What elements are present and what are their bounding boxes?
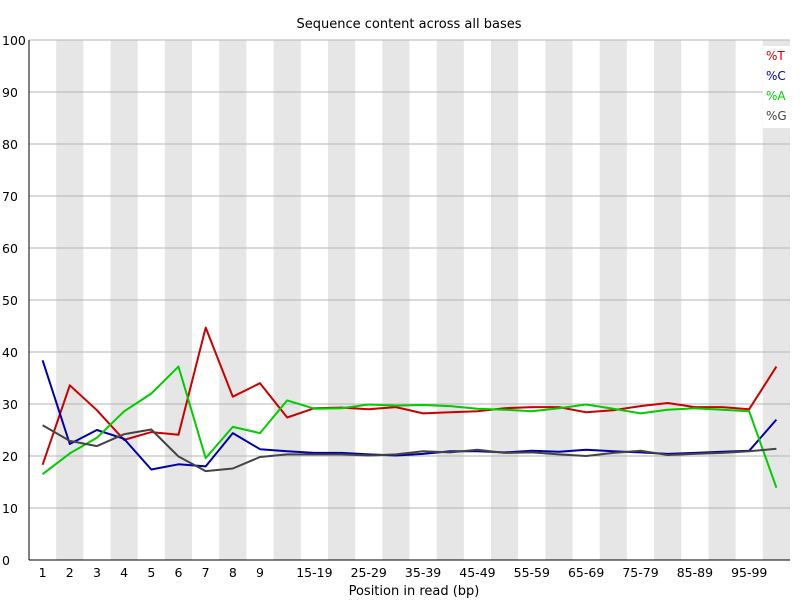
x-tick-label: 4: [120, 565, 128, 580]
y-tick-label: 80: [2, 137, 18, 152]
legend-entry: %T: [766, 49, 785, 63]
x-tick-label: 6: [175, 565, 183, 580]
x-tick-label: 85-89: [677, 565, 713, 580]
y-tick-label: 0: [2, 553, 10, 568]
series-line-t: [41, 326, 778, 466]
y-tick-label: 10: [2, 501, 18, 516]
x-tick-label: 3: [93, 565, 101, 580]
y-tick-label: 40: [2, 345, 18, 360]
x-tick-label: 2: [66, 565, 74, 580]
legend: %T %C %A %G: [763, 46, 790, 128]
x-tick-label: 55-59: [514, 565, 550, 580]
x-tick-label: 8: [229, 565, 237, 580]
y-tick-labels: 0 10 20 30 40 50 60 70 80 90 100: [2, 33, 26, 568]
x-tick-label: 35-39: [405, 565, 441, 580]
y-tick-label: 20: [2, 449, 18, 464]
series-lines: [41, 326, 778, 489]
x-tick-labels: 1 2 3 4 5 6 7 8 9 15-19 25-29 35-39 45-49 55-59 65-69 7…: [39, 565, 768, 580]
y-tick-label: 50: [2, 293, 18, 308]
series-line-a: [41, 365, 778, 489]
legend-entry: %C: [766, 69, 786, 83]
x-tick-label: 7: [202, 565, 210, 580]
y-tick-label: 70: [2, 189, 18, 204]
legend-entry: %G: [766, 109, 787, 123]
y-tick-label: 60: [2, 241, 18, 256]
y-tick-label: 100: [2, 33, 26, 48]
legend-entry: %A: [766, 89, 786, 103]
y-tick-label: 90: [2, 85, 18, 100]
x-tick-label: 95-99: [731, 565, 767, 580]
x-tick-label: 45-49: [459, 565, 495, 580]
legend-box: [763, 46, 790, 128]
x-axis-label: Position in read (bp): [349, 584, 480, 599]
axes: [28, 40, 790, 561]
x-tick-label: 65-69: [568, 565, 604, 580]
x-tick-label: 75-79: [622, 565, 658, 580]
series-line-g: [42, 424, 777, 473]
y-tick-label: 30: [2, 397, 18, 412]
x-tick-label: 1: [39, 565, 47, 580]
x-tick-label: 15-19: [296, 565, 332, 580]
chart-title: Sequence content across all bases: [296, 17, 521, 32]
x-tick-label: 5: [147, 565, 155, 580]
x-tick-label: 9: [256, 565, 264, 580]
x-tick-label: 25-29: [351, 565, 387, 580]
